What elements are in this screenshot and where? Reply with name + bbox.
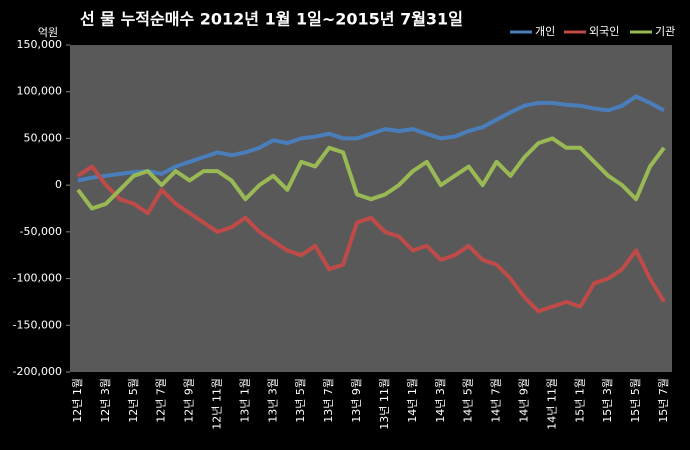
x-tick-label: 12년 1월 (71, 378, 84, 423)
series-line (76, 136, 666, 211)
x-tick-label: 13년 3월 (266, 378, 279, 423)
y-tick-label: -100,000 (13, 272, 62, 285)
x-tick-label: 13년 1월 (238, 378, 251, 423)
y-tick-label: -200,000 (13, 365, 62, 378)
y-unit: 억원 (38, 26, 58, 39)
x-tick-label: 12년 7월 (155, 378, 168, 423)
series-line (76, 164, 666, 314)
legend-label: 개인 (535, 25, 555, 38)
y-tick-label: -50,000 (20, 225, 62, 238)
x-tick-label: 14년 3월 (434, 378, 447, 423)
y-tick-label: 50,000 (24, 131, 63, 144)
x-tick-label: 13년 11월 (378, 378, 391, 430)
x-tick-label: 14년 1월 (406, 378, 419, 423)
x-tick-label: 14년 5월 (462, 378, 475, 423)
x-tick-label: 15년 3월 (601, 378, 614, 423)
x-tick-label: 13년 5월 (294, 378, 307, 423)
x-tick-label: 12년 3월 (99, 378, 112, 423)
x-tick-label: 14년 9월 (517, 378, 530, 423)
plot-area (70, 45, 672, 372)
x-tick-label: 12년 5월 (127, 378, 140, 423)
chart-title: 선 물 누적순매수 2012년 1월 1일~2015년 7월31일 (80, 10, 463, 29)
legend-label: 기관 (655, 25, 675, 38)
y-tick-label: 100,000 (17, 85, 63, 98)
y-tick-label: 0 (55, 178, 62, 191)
x-tick-label: 14년 7월 (490, 378, 503, 423)
x-tick-label: 15년 5월 (629, 378, 642, 423)
y-tick-label: -150,000 (13, 318, 62, 331)
x-tick-label: 14년 11월 (545, 378, 558, 430)
legend-label: 외국인 (589, 25, 619, 38)
series-line (77, 94, 665, 183)
x-tick-label: 15년 1월 (573, 378, 586, 423)
x-tick-label: 12년 9월 (183, 378, 196, 423)
x-tick-label: 12년 11월 (211, 378, 224, 430)
x-tick-label: 13년 7월 (322, 378, 335, 423)
y-tick-label: 150,000 (17, 38, 63, 51)
x-tick-label: 13년 9월 (350, 378, 363, 423)
x-tick-label: 15년 7월 (657, 378, 670, 423)
